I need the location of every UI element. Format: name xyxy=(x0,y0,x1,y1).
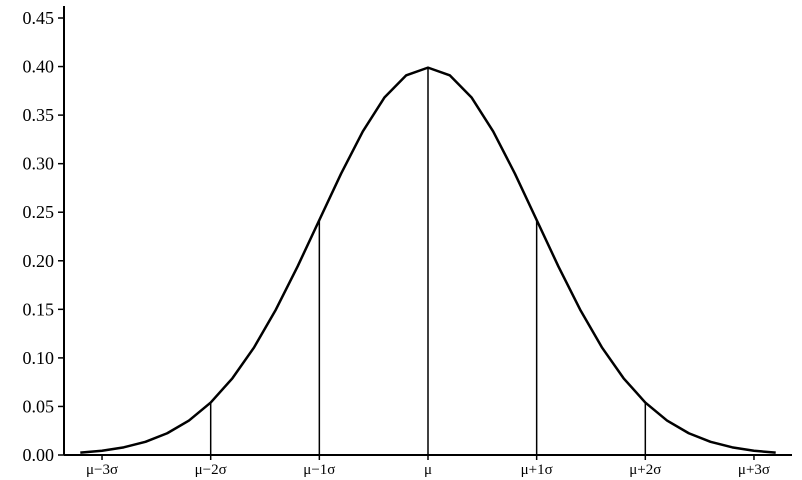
y-tick-label: 0.05 xyxy=(23,396,55,416)
y-tick-label: 0.30 xyxy=(23,154,55,174)
x-tick-label: μ−3σ xyxy=(86,462,118,478)
x-tick-label: μ−2σ xyxy=(195,462,227,478)
density-curve xyxy=(80,66,776,454)
y-tick-label: 0.20 xyxy=(23,251,55,271)
y-tick-label: 0.15 xyxy=(23,299,55,319)
x-tick-label: μ+2σ xyxy=(629,462,661,478)
axes: 0.00 0.05 0.10 0.15 0.20 0.25 0.30 0.35 0.40 0.45… xyxy=(23,6,792,478)
x-tick-label: μ+1σ xyxy=(521,462,553,478)
y-tick-label: 0.40 xyxy=(23,57,55,77)
x-tick-label: μ+3σ xyxy=(738,462,770,478)
x-tick-label: μ xyxy=(424,462,432,478)
chart-marks xyxy=(80,66,776,455)
x-tick-label: μ−1σ xyxy=(303,462,335,478)
y-tick-label: 0.10 xyxy=(23,348,55,368)
y-tick-label: 0.35 xyxy=(23,105,55,125)
y-tick-label: 0.00 xyxy=(23,445,55,465)
y-tick-label: 0.45 xyxy=(23,8,55,28)
y-tick-label: 0.25 xyxy=(23,202,55,222)
